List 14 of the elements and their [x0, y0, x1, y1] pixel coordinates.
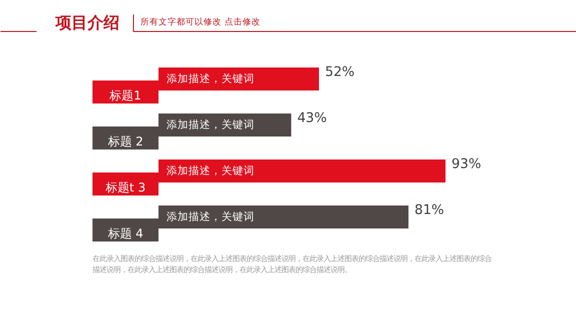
chart-title: 项目介绍	[54, 13, 120, 32]
chart-subtitle: 所有文字都可以修改 点击修改	[140, 16, 260, 28]
annotation: 添加描述，关键词	[166, 72, 254, 85]
annotation: 添加描述，关键词	[166, 118, 254, 131]
data-label: 81%	[414, 203, 444, 218]
y-tick-label: 标题 2	[106, 134, 144, 148]
data-label: 43%	[297, 111, 327, 126]
y-tick-label: 标题t 3	[104, 180, 146, 194]
data-label: 93%	[452, 157, 482, 172]
data-label: 52%	[324, 65, 355, 80]
annotation: 添加描述，关键词	[166, 210, 254, 223]
y-tick-label: 标题1	[108, 88, 142, 102]
y-tick-label: 标题 4	[106, 226, 144, 240]
annotation: 添加描述，关键词	[166, 164, 254, 177]
